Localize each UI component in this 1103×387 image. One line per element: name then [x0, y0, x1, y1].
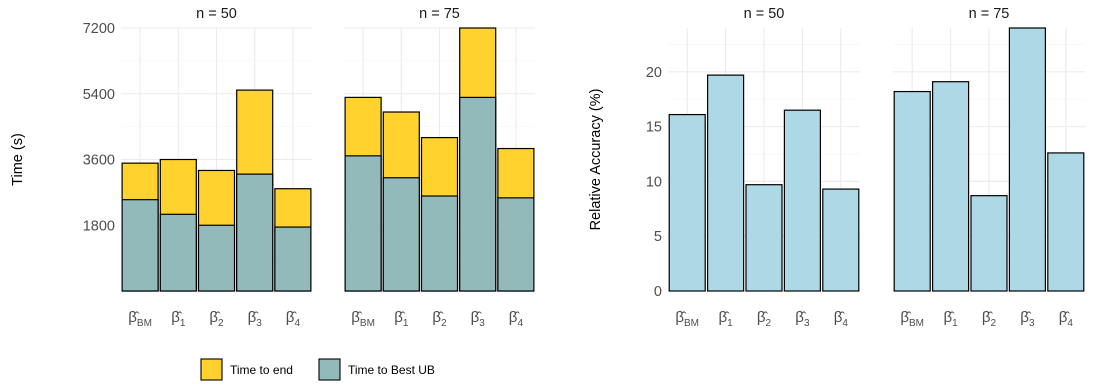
- x-tick-label: β̂4: [509, 309, 524, 329]
- bar-time-to-best-ub: [197, 224, 236, 292]
- bar-time-to-best-ub: [236, 173, 274, 292]
- x-tick-label: β̂1: [718, 309, 733, 329]
- bar-relative-accuracy: [931, 81, 970, 292]
- bar-time-to-best-ub: [121, 199, 159, 292]
- bar-time-to-best-ub: [382, 177, 420, 292]
- x-tick-label: β̂2: [209, 309, 224, 329]
- x-tick-label: β̂3: [248, 309, 263, 329]
- bar-time-to-best-ub: [344, 155, 382, 292]
- y-tick-label: 7200: [83, 21, 115, 37]
- y-tick-label: 5400: [83, 87, 115, 103]
- facet-label: n = 50: [744, 6, 785, 22]
- facet-label: n = 75: [419, 6, 460, 22]
- x-tick-label: β̂3: [471, 309, 486, 329]
- bar-time-to-best-ub: [459, 96, 497, 292]
- y-tick-label: 1800: [83, 218, 115, 234]
- y-tick-label: 20: [646, 65, 662, 81]
- bar-time-to-best-ub: [159, 213, 197, 292]
- x-tick-label: β̂1: [394, 309, 409, 329]
- x-tick-label: β̂3: [1020, 309, 1035, 329]
- bar-relative-accuracy: [668, 113, 706, 292]
- legend: Time to end Time to Best UB: [200, 358, 435, 381]
- facet-label: n = 50: [196, 6, 237, 22]
- y-tick-label: 15: [646, 120, 662, 136]
- y-tick-label: 3600: [83, 153, 115, 169]
- x-tick-label: β̂4: [1059, 309, 1074, 329]
- x-tick-label: β̂1: [943, 309, 958, 329]
- facet-panel: n = 50 β̂BM β̂1 β̂2 β̂3 β̂4: [121, 6, 312, 329]
- y-axis-title: Time (s): [10, 133, 26, 186]
- facet-panel: n = 75 β̂BM β̂1 β̂2 β̂3 β̂4: [893, 6, 1085, 329]
- bar-time-to-best-ub: [497, 197, 535, 292]
- time-chart: Time (s) 1800 3600 5400 7200 n = 50 β̂BM β̂1 β̂2…: [10, 6, 535, 329]
- bar-relative-accuracy: [1047, 152, 1085, 292]
- bar-relative-accuracy: [822, 188, 860, 292]
- y-axis-title: Relative Accuracy (%): [588, 89, 604, 231]
- x-tick-label: β̂BM: [675, 309, 699, 329]
- y-tick-label: 10: [646, 174, 662, 190]
- bar-relative-accuracy: [745, 184, 783, 292]
- legend-swatch: [200, 358, 223, 381]
- x-tick-label: β̂4: [286, 309, 301, 329]
- x-tick-label: β̂2: [432, 309, 447, 329]
- x-tick-label: β̂BM: [128, 309, 152, 329]
- facet-panel: n = 75 β̂BM β̂1 β̂2 β̂3 β̂4: [344, 6, 535, 329]
- x-tick-label: β̂4: [834, 309, 849, 329]
- legend-label: Time to Best UB: [348, 363, 435, 377]
- x-tick-label: β̂3: [795, 309, 810, 329]
- bar-time-to-best-ub: [274, 226, 312, 292]
- x-tick-label: β̂2: [982, 309, 997, 329]
- x-tick-label: β̂1: [171, 309, 186, 329]
- y-tick-label: 0: [654, 284, 662, 300]
- facet-panel: n = 50 β̂BM β̂1 β̂2 β̂3 β̂4: [668, 6, 860, 329]
- legend-label: Time to end: [230, 363, 293, 377]
- bar-relative-accuracy: [970, 195, 1008, 292]
- accuracy-chart: Relative Accuracy (%) 0 5 10 15 20 n = 50 β̂BM β…: [588, 6, 1085, 329]
- bar-relative-accuracy: [783, 109, 822, 292]
- bar-time-to-best-ub: [420, 195, 459, 292]
- x-tick-label: β̂2: [757, 309, 772, 329]
- bar-relative-accuracy: [706, 74, 745, 292]
- x-tick-label: β̂BM: [351, 309, 375, 329]
- legend-swatch: [318, 358, 341, 381]
- bar-relative-accuracy: [893, 90, 931, 292]
- x-tick-label: β̂BM: [900, 309, 924, 329]
- facet-label: n = 75: [969, 6, 1010, 22]
- bar-relative-accuracy: [1008, 27, 1047, 292]
- y-tick-label: 5: [654, 229, 662, 245]
